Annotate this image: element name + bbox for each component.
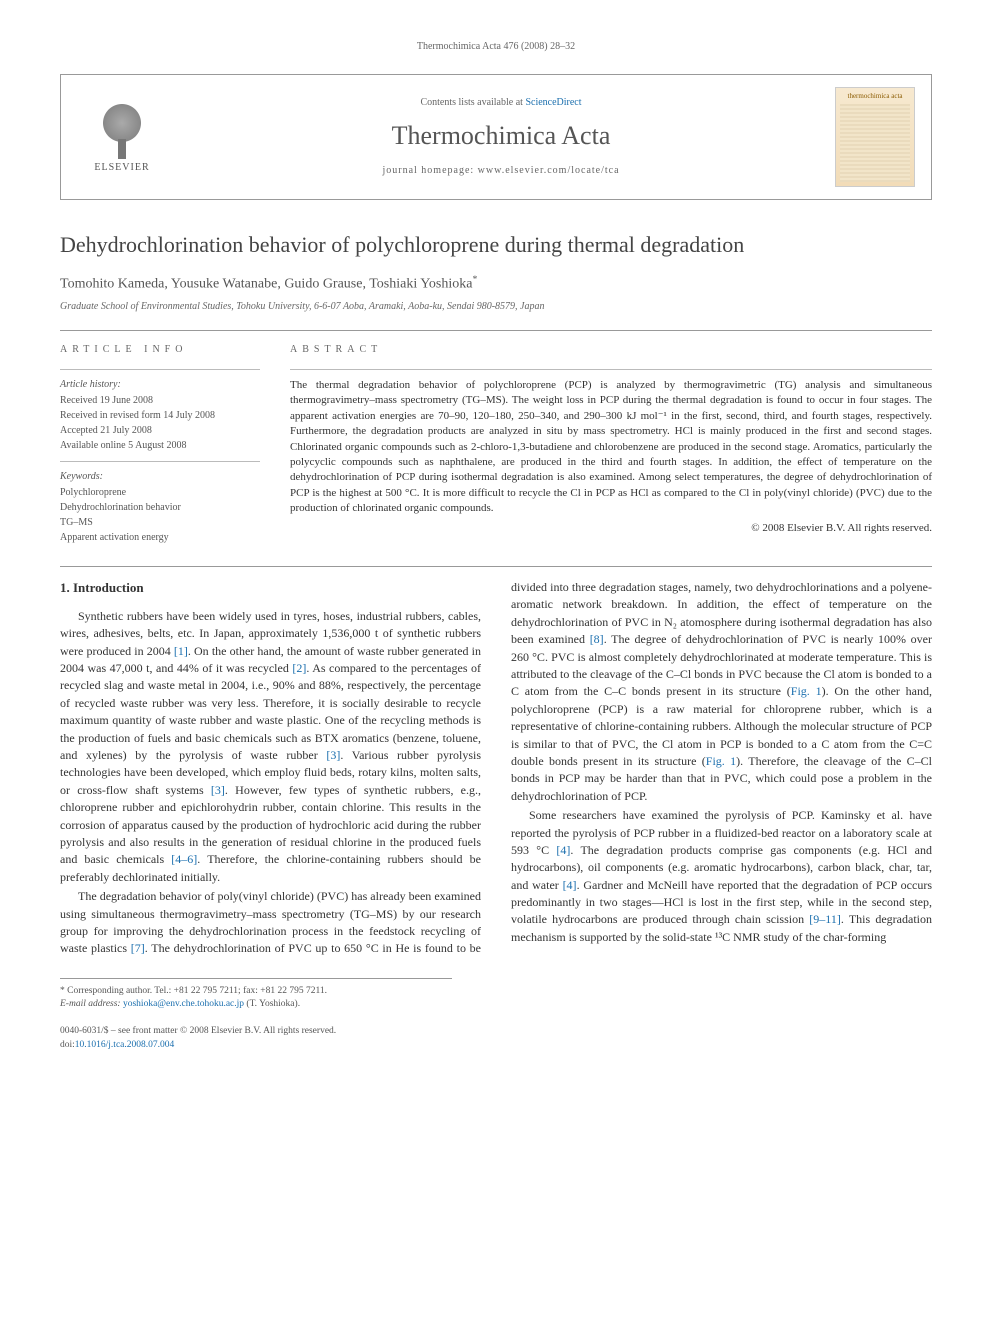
cite-9-11[interactable]: [9–11] (809, 912, 841, 926)
cite-4[interactable]: [4] (556, 843, 570, 857)
keyword-2: Dehydrochlorination behavior (60, 501, 260, 515)
abstract-copyright: © 2008 Elsevier B.V. All rights reserved… (290, 521, 932, 536)
running-header: Thermochimica Acta 476 (2008) 28–32 (60, 40, 932, 54)
cover-art-icon (840, 104, 910, 182)
sciencedirect-link[interactable]: ScienceDirect (525, 97, 581, 108)
article-title: Dehydrochlorination behavior of polychlo… (60, 230, 932, 261)
cite-7[interactable]: [7] (131, 941, 145, 955)
p1-text-c: . As compared to the percentages of recy… (60, 661, 481, 762)
info-divider-2 (60, 461, 260, 462)
keyword-1: Polychloroprene (60, 486, 260, 500)
article-info-heading: article info (60, 343, 260, 357)
keywords-label: Keywords: (60, 470, 260, 484)
masthead-center: Contents lists available at ScienceDirec… (167, 96, 835, 178)
journal-name: Thermochimica Acta (167, 118, 835, 154)
history-revised: Received in revised form 14 July 2008 (60, 409, 260, 423)
homepage-label: journal homepage: (382, 165, 477, 176)
cite-3[interactable]: [3] (326, 748, 340, 762)
history-label: Article history: (60, 378, 260, 392)
corresponding-marker: * (472, 274, 477, 285)
cover-title: thermochimica acta (848, 92, 903, 102)
contents-available-line: Contents lists available at ScienceDirec… (167, 96, 835, 110)
abstract-block: abstract The thermal degradation behavio… (290, 343, 932, 546)
divider-bottom (60, 566, 932, 567)
corresponding-author-note: * Corresponding author. Tel.: +81 22 795… (60, 985, 452, 998)
affiliation: Graduate School of Environmental Studies… (60, 300, 932, 314)
doi-line: doi:10.1016/j.tca.2008.07.004 (60, 1039, 932, 1052)
abstract-divider (290, 369, 932, 370)
info-divider-1 (60, 369, 260, 370)
bottom-matter: 0040-6031/$ – see front matter © 2008 El… (60, 1025, 932, 1052)
email-label: E-mail address: (60, 999, 123, 1009)
email-person: (T. Yoshioka). (244, 999, 300, 1009)
authors-text: Tomohito Kameda, Yousuke Watanabe, Guido… (60, 276, 472, 291)
cite-2[interactable]: [2] (292, 661, 306, 675)
fig-1-link-a[interactable]: Fig. 1 (791, 684, 822, 698)
cite-4-6[interactable]: [4–6] (171, 852, 197, 866)
history-online: Available online 5 August 2008 (60, 439, 260, 453)
abstract-heading: abstract (290, 343, 932, 357)
doi-link[interactable]: 10.1016/j.tca.2008.07.004 (75, 1040, 174, 1050)
keyword-4: Apparent activation energy (60, 531, 260, 545)
divider-top (60, 330, 932, 331)
body-paragraph-3: Some researchers have examined the pyrol… (511, 807, 932, 946)
journal-cover-thumbnail: thermochimica acta (835, 87, 915, 187)
author-list: Tomohito Kameda, Yousuke Watanabe, Guido… (60, 273, 932, 294)
abstract-text: The thermal degradation behavior of poly… (290, 378, 932, 517)
journal-masthead: ELSEVIER Contents lists available at Sci… (60, 74, 932, 200)
elsevier-tree-icon (92, 99, 152, 159)
cite-3b[interactable]: [3] (211, 783, 225, 797)
history-received: Received 19 June 2008 (60, 394, 260, 408)
contents-prefix: Contents lists available at (420, 97, 525, 108)
homepage-url: www.elsevier.com/locate/tca (478, 165, 620, 176)
journal-homepage-line: journal homepage: www.elsevier.com/locat… (167, 164, 835, 178)
keyword-3: TG–MS (60, 516, 260, 530)
corresponding-email-link[interactable]: yoshioka@env.che.tohoku.ac.jp (123, 999, 244, 1009)
publisher-logo: ELSEVIER (77, 92, 167, 182)
body-paragraph-1: Synthetic rubbers have been widely used … (60, 608, 481, 886)
article-info-block: article info Article history: Received 1… (60, 343, 260, 546)
history-accepted: Accepted 21 July 2008 (60, 424, 260, 438)
cite-8[interactable]: [8] (590, 632, 604, 646)
footnotes-block: * Corresponding author. Tel.: +81 22 795… (60, 978, 452, 1012)
cite-4b[interactable]: [4] (563, 878, 577, 892)
cite-1[interactable]: [1] (174, 644, 188, 658)
section-1-heading: 1. Introduction (60, 579, 481, 598)
article-body: 1. Introduction Synthetic rubbers have b… (60, 579, 932, 958)
doi-label: doi: (60, 1040, 75, 1050)
email-line: E-mail address: yoshioka@env.che.tohoku.… (60, 998, 452, 1011)
front-matter-line: 0040-6031/$ – see front matter © 2008 El… (60, 1025, 932, 1038)
fig-1-link-b[interactable]: Fig. 1 (706, 754, 736, 768)
publisher-label: ELSEVIER (94, 161, 149, 175)
info-abstract-row: article info Article history: Received 1… (60, 343, 932, 546)
